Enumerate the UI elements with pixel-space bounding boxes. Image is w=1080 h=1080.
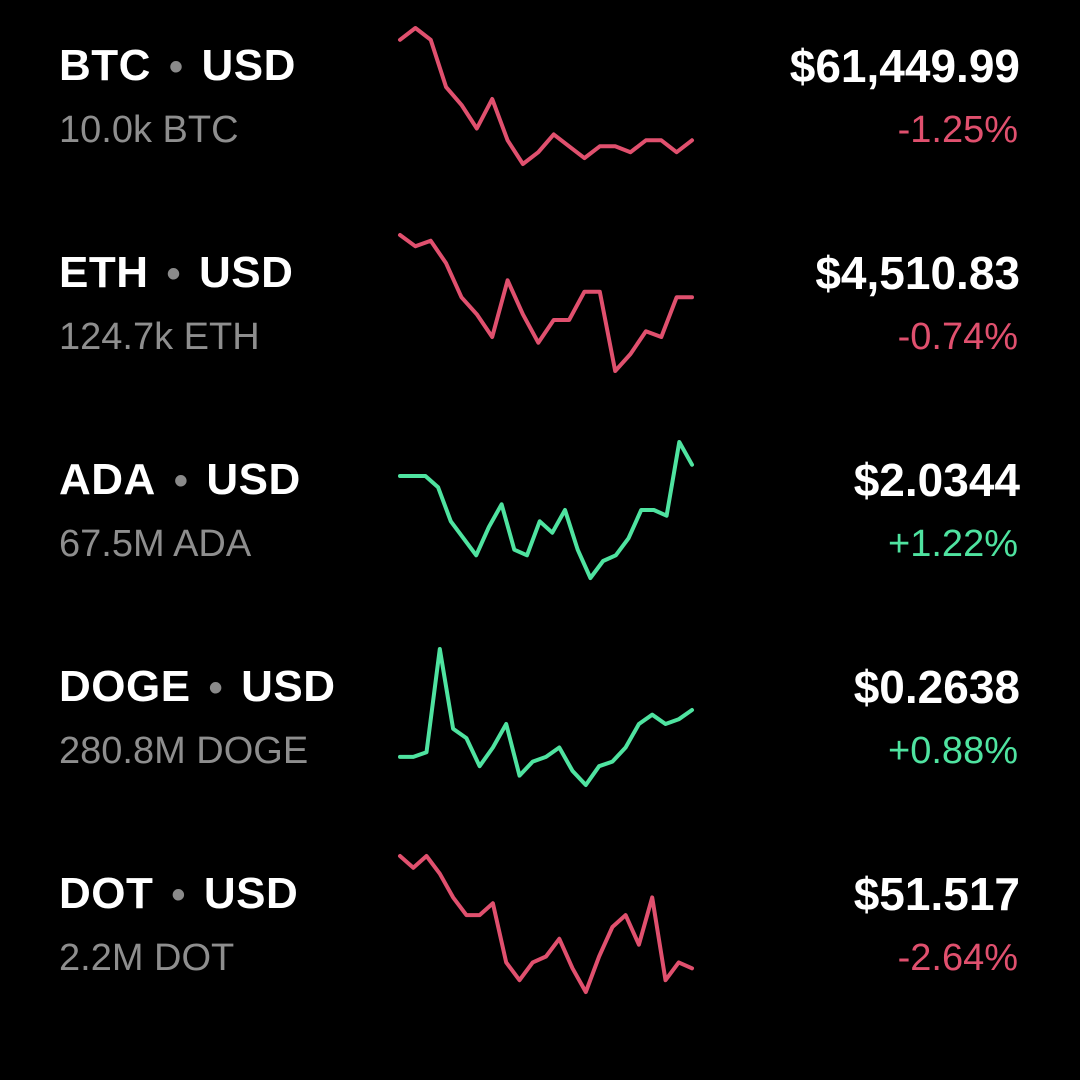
- sparkline-line: [398, 854, 694, 994]
- pair-separator: •: [208, 666, 224, 710]
- price-value: $4,510.83: [815, 247, 1020, 299]
- sparkline-line: [398, 440, 694, 580]
- asset-row-dot[interactable]: DOT • USD 2.2M DOT $51.517 -2.64%: [0, 828, 1080, 1035]
- quote-symbol: USD: [241, 662, 336, 711]
- volume-label: 2.2M DOT: [59, 937, 235, 979]
- change-percent: -0.74%: [897, 316, 1018, 358]
- asset-pair: DOGE • USD: [59, 663, 336, 712]
- base-symbol: DOGE: [59, 662, 191, 711]
- base-symbol: ADA: [59, 455, 156, 504]
- asset-pair: ADA • USD: [59, 456, 301, 505]
- quote-symbol: USD: [201, 41, 296, 90]
- base-symbol: ETH: [59, 248, 149, 297]
- volume-label: 280.8M DOGE: [59, 730, 309, 772]
- volume-label: 124.7k ETH: [59, 316, 260, 358]
- price-value: $51.517: [853, 868, 1020, 920]
- asset-pair: ETH • USD: [59, 249, 293, 298]
- volume-label: 10.0k BTC: [59, 109, 239, 151]
- asset-row-doge[interactable]: DOGE • USD 280.8M DOGE $0.2638 +0.88%: [0, 621, 1080, 828]
- change-percent: +0.88%: [888, 730, 1018, 772]
- sparkline-chart: [398, 440, 694, 580]
- asset-row-eth[interactable]: ETH • USD 124.7k ETH $4,510.83 -0.74%: [0, 207, 1080, 414]
- sparkline-line: [398, 647, 694, 787]
- asset-pair: BTC • USD: [59, 42, 296, 91]
- change-percent: -2.64%: [897, 937, 1018, 979]
- sparkline-line: [398, 233, 694, 373]
- price-value: $61,449.99: [789, 40, 1020, 92]
- quote-symbol: USD: [203, 869, 299, 918]
- volume-label: 67.5M ADA: [59, 523, 252, 565]
- pair-separator: •: [171, 873, 186, 917]
- sparkline-line: [398, 26, 694, 166]
- sparkline-chart: [398, 647, 694, 787]
- base-symbol: BTC: [59, 41, 151, 90]
- sparkline-chart: [398, 233, 694, 373]
- pair-separator: •: [168, 45, 184, 89]
- asset-row-ada[interactable]: ADA • USD 67.5M ADA $2.0344 +1.22%: [0, 414, 1080, 621]
- pair-separator: •: [166, 252, 182, 296]
- pair-separator: •: [173, 459, 189, 503]
- asset-row-btc[interactable]: BTC • USD 10.0k BTC $61,449.99 -1.25%: [0, 0, 1080, 207]
- quote-symbol: USD: [206, 455, 301, 504]
- change-percent: +1.22%: [888, 523, 1018, 565]
- sparkline-chart: [398, 26, 694, 166]
- asset-pair: DOT • USD: [59, 870, 298, 919]
- price-value: $0.2638: [853, 661, 1020, 713]
- change-percent: -1.25%: [897, 109, 1018, 151]
- base-symbol: DOT: [59, 869, 154, 918]
- quote-symbol: USD: [199, 248, 294, 297]
- sparkline-chart: [398, 854, 694, 994]
- price-value: $2.0344: [853, 454, 1020, 506]
